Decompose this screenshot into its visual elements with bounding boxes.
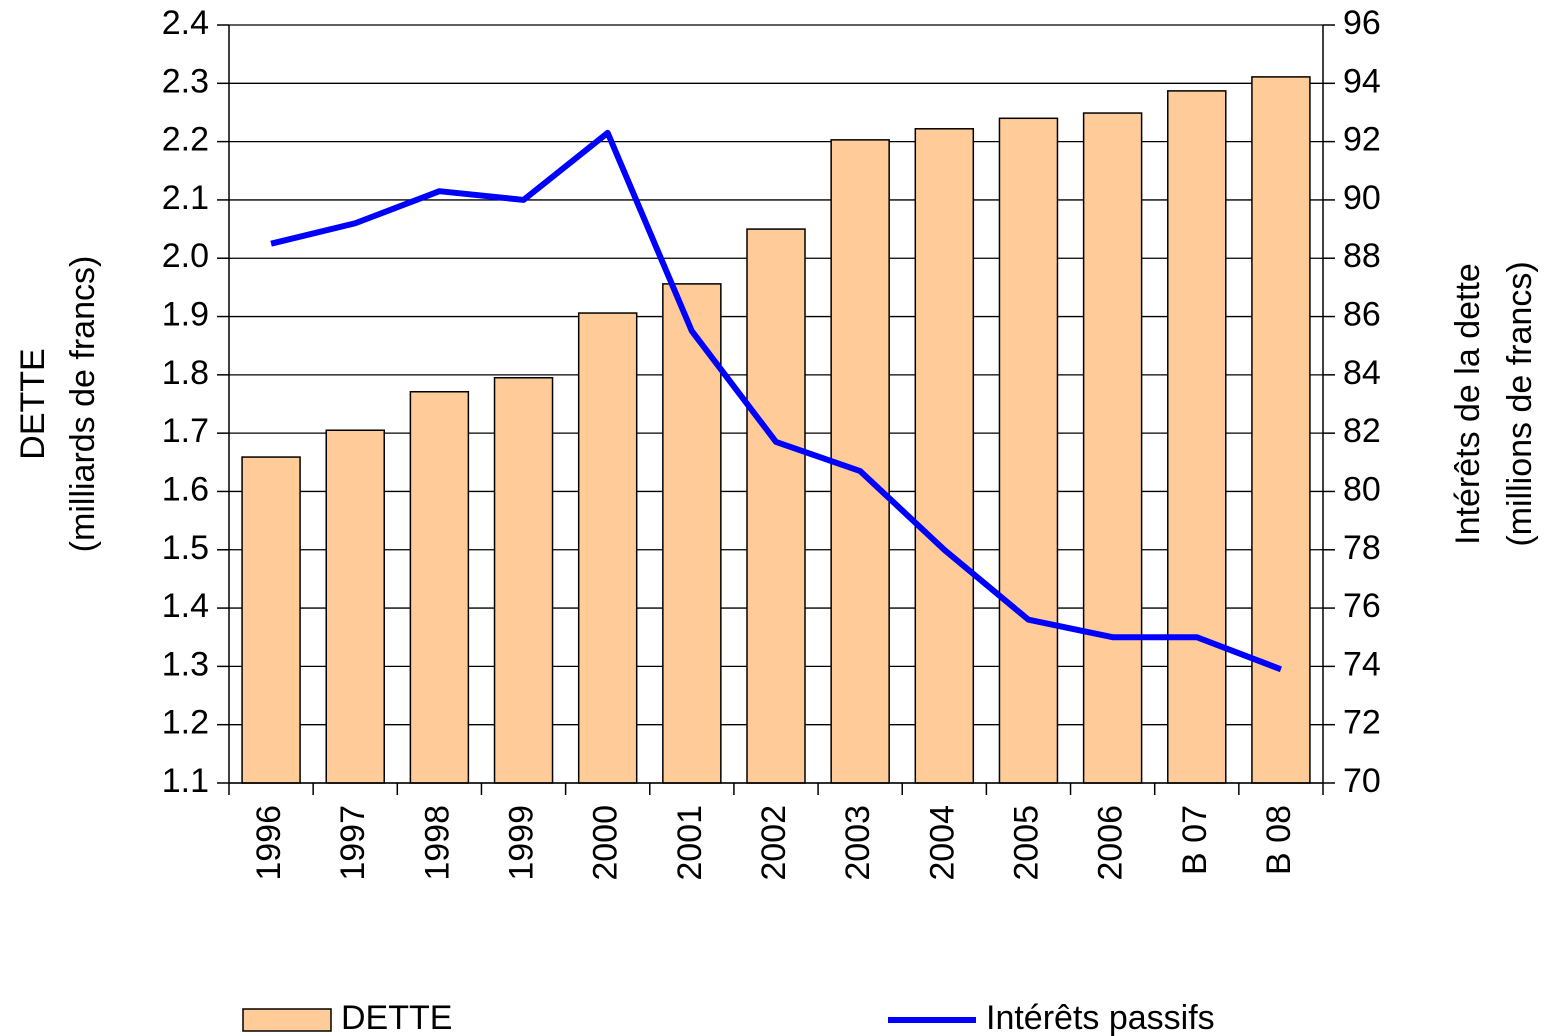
- x-tick-label: 2002: [755, 805, 793, 881]
- y2-tick-label: 78: [1343, 529, 1381, 567]
- line: [270, 129, 1282, 673]
- y-tick-label: 1.8: [162, 354, 209, 392]
- y-tick-label: 2.1: [162, 179, 209, 217]
- x-tick-label: B 08: [1260, 805, 1298, 875]
- bar: [998, 117, 1059, 784]
- legend-label: DETTE: [341, 999, 452, 1036]
- y-tick-label: 2.0: [162, 237, 209, 275]
- y2-tick-label: 92: [1343, 121, 1381, 159]
- y-tick-label: 2.4: [162, 4, 209, 42]
- y2-tick-label: 82: [1343, 412, 1381, 450]
- legend-swatch: [242, 1008, 332, 1032]
- y2-axis-title-line: Intérêts de la dette: [1449, 263, 1487, 545]
- y-tick-label: 1.5: [162, 529, 209, 567]
- y2-tick-label: 86: [1343, 296, 1381, 334]
- y-tick-label: 2.2: [162, 121, 209, 159]
- x-tick-label: 2000: [587, 805, 625, 881]
- y-axis-title-line: (milliards de francs): [64, 256, 102, 553]
- y-tick-label: 1.3: [162, 645, 209, 683]
- x-tick-label: 2004: [923, 805, 961, 881]
- y2-tick-label: 76: [1343, 587, 1381, 625]
- x-tick-label: 1996: [250, 805, 288, 881]
- bar: [409, 391, 470, 784]
- y-tick-label: 2.3: [162, 62, 209, 100]
- bar: [325, 429, 385, 784]
- y2-tick-label: 88: [1343, 237, 1381, 275]
- x-tick-label: 2001: [671, 805, 709, 881]
- x-tick-label: 1999: [503, 805, 541, 881]
- y2-tick-label: 74: [1343, 645, 1381, 683]
- y-axis-title: DETTE (milliards de francs): [14, 256, 102, 553]
- x-tick-label: 1998: [418, 805, 456, 881]
- bar: [493, 377, 554, 784]
- y2-tick-label: 72: [1343, 704, 1381, 742]
- y2-tick-label: 94: [1343, 62, 1381, 100]
- x-tick-label: 1997: [334, 805, 372, 881]
- y-tick-label: 1.7: [162, 412, 209, 450]
- y-tick-label: 1.1: [162, 762, 209, 800]
- y2-tick-label: 90: [1343, 179, 1381, 217]
- y-tick-label: 1.4: [162, 587, 209, 625]
- x-tick-label: B 07: [1176, 805, 1214, 875]
- bar: [577, 312, 638, 784]
- y-axis-title-line: DETTE: [14, 348, 52, 459]
- y-tick-label: 1.6: [162, 470, 209, 508]
- bar: [746, 228, 806, 784]
- y2-tick-label: 70: [1343, 762, 1381, 800]
- x-tick-label: 2006: [1092, 805, 1130, 881]
- bar: [1167, 90, 1227, 784]
- y2-axis-title: Intérêts de la dette (millions de francs…: [1449, 261, 1539, 546]
- bar: [914, 128, 975, 784]
- bar: [1082, 112, 1143, 784]
- y-tick-label: 1.2: [162, 704, 209, 742]
- legend-label: Intérêts passifs: [986, 999, 1215, 1036]
- x-tick-label: 2005: [1007, 805, 1045, 881]
- y2-axis-title-line: (millions de francs): [1501, 261, 1539, 546]
- y2-tick-label: 80: [1343, 470, 1381, 508]
- y-tick-label: 1.9: [162, 296, 209, 334]
- y2-tick-label: 96: [1343, 4, 1381, 42]
- x-tick-label: 2003: [839, 805, 877, 881]
- y2-tick-label: 84: [1343, 354, 1381, 392]
- bar: [241, 456, 301, 784]
- bar: [1251, 76, 1311, 784]
